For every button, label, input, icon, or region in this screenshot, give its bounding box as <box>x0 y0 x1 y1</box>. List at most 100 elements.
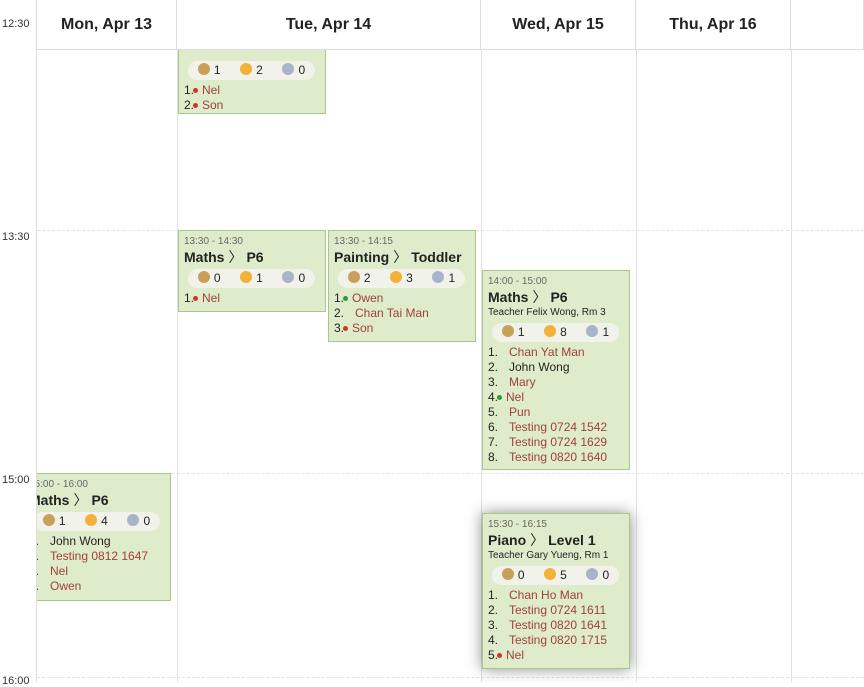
count-icon <box>197 63 210 75</box>
count-group: 0 <box>501 568 525 583</box>
student-number: 1. <box>37 534 50 549</box>
event-teacher: Teacher Felix Wong, Rm 3 <box>488 307 606 318</box>
student-row[interactable]: 4.Owen <box>37 579 165 594</box>
count-icon <box>347 271 360 283</box>
event-card[interactable]: 13:30 - 14:30 Maths 〉 P6 0 1 0 1. Nel <box>178 230 326 312</box>
student-number: 6. <box>488 420 499 434</box>
status-dot <box>193 102 198 108</box>
count-icon <box>282 271 295 283</box>
count-icon <box>127 514 140 526</box>
student-row[interactable]: 8. Testing 0820 1640 <box>488 450 624 465</box>
day-column <box>791 50 864 682</box>
student-row[interactable]: 5. Nel <box>488 648 624 663</box>
count-group: 3 <box>390 271 413 286</box>
event-title: Maths〉P6 <box>184 248 320 266</box>
student-row[interactable]: 1. Nel <box>184 83 320 98</box>
student-number: 5. <box>488 648 499 662</box>
student-row[interactable]: 2.Testing 0812 1647 <box>37 549 165 564</box>
time-column <box>0 0 37 682</box>
student-row[interactable]: 1. Chan Ho Man <box>488 588 624 603</box>
student-number: 1. <box>334 291 345 305</box>
status-dot <box>193 295 198 301</box>
count-icon <box>544 325 557 337</box>
count-value: 1 <box>602 325 610 339</box>
student-row[interactable]: 2. Son <box>184 98 320 113</box>
count-group: 2 <box>347 271 371 286</box>
count-value: 4 <box>101 514 108 528</box>
student-name: Owen <box>352 291 384 305</box>
student-name: John Wong <box>50 534 111 548</box>
student-name: Chan Yat Man <box>509 345 585 359</box>
student-number: 2. <box>184 98 195 112</box>
event-card[interactable]: 1 2 0 1. Nel 2. Son <box>178 40 326 114</box>
student-row[interactable]: 1.John Wong <box>37 534 165 549</box>
course-name: Maths <box>37 492 70 508</box>
student-number: 1. <box>488 345 499 359</box>
student-name: Testing 0724 1542 <box>509 420 608 434</box>
count-value: 1 <box>256 271 263 285</box>
count-value: 0 <box>602 568 610 582</box>
student-row[interactable]: 1. Owen <box>334 291 470 306</box>
time-label: 16:00 <box>2 675 30 687</box>
student-row[interactable]: 6. Testing 0724 1542 <box>488 420 624 435</box>
student-number: 2. <box>37 549 50 564</box>
student-name: Nel <box>202 83 221 97</box>
count-value: 1 <box>213 63 221 77</box>
counts-pill: 0 1 0 <box>188 269 315 288</box>
day-header: Tue, Apr 14 <box>177 0 481 50</box>
counts-pill: 0 5 0 <box>492 566 619 585</box>
student-number: 7. <box>488 435 499 449</box>
event-time: 13:30 - 14:15 <box>334 236 393 247</box>
status-dot <box>497 394 502 400</box>
separator: 〉 <box>530 532 545 548</box>
student-row[interactable]: 3. Testing 0820 1641 <box>488 618 624 633</box>
student-row[interactable]: 4. Nel <box>488 390 624 405</box>
count-group: 1 <box>586 325 609 340</box>
count-group: 1 <box>42 514 66 529</box>
event-time: 14:00 - 15:00 <box>488 276 547 287</box>
student-row[interactable]: 1. Nel <box>184 291 320 306</box>
student-number: 1. <box>488 588 499 602</box>
course-name: Painting <box>334 249 390 265</box>
student-row[interactable]: 3.Nel <box>37 564 165 579</box>
count-value: 1 <box>448 271 456 285</box>
event-card[interactable]: 13:30 - 14:15 Painting 〉 Toddler 2 3 1 1. Owen 2.… <box>328 230 476 342</box>
student-name: Nel <box>506 390 525 404</box>
count-group: 4 <box>85 514 108 529</box>
count-group: 1 <box>501 325 525 340</box>
day-header: Mon, Apr 13 <box>37 0 177 50</box>
time-label: 13:30 <box>2 231 30 243</box>
counts-pill: 1 8 1 <box>492 323 619 342</box>
student-row[interactable]: 5. Pun <box>488 405 624 420</box>
student-name: Testing 0724 1629 <box>509 435 608 449</box>
student-row[interactable]: 7. Testing 0724 1629 <box>488 435 624 450</box>
student-row[interactable]: 4. Testing 0820 1715 <box>488 633 624 648</box>
student-row[interactable]: 2. John Wong <box>488 360 624 375</box>
event-time: 15:30 - 16:15 <box>488 519 547 530</box>
student-name: Mary <box>509 375 536 389</box>
count-icon <box>85 514 98 526</box>
level-name: Toddler <box>411 249 462 265</box>
count-icon <box>586 325 599 337</box>
student-row[interactable]: 2. Testing 0724 1611 <box>488 603 624 618</box>
student-row[interactable]: 1. Chan Yat Man <box>488 345 624 360</box>
event-card[interactable]: 14:00 - 15:00 Maths 〉 P6 Teacher Felix Wong,… <box>482 270 630 470</box>
counts-pill: 1 4 0 <box>37 512 160 531</box>
event-card[interactable]: 15:30 - 16:15 Piano 〉 Level 1 Teacher Gary Y… <box>482 513 630 669</box>
count-group: 1 <box>432 271 455 286</box>
student-number: 4. <box>488 390 499 404</box>
student-row[interactable]: 2. Chan Tai Man <box>334 306 470 321</box>
student-number: 3. <box>37 564 50 579</box>
count-icon <box>390 271 403 283</box>
count-value: 0 <box>143 514 151 528</box>
count-group: 1 <box>197 63 221 78</box>
time-label: 12:30 <box>2 18 30 30</box>
student-name: Testing 0812 1647 <box>50 549 149 563</box>
student-row[interactable]: 3. Son <box>334 321 470 336</box>
count-group: 0 <box>127 514 150 529</box>
student-row[interactable]: 3. Mary <box>488 375 624 390</box>
count-value: 1 <box>58 514 66 528</box>
separator: 〉 <box>393 249 408 265</box>
student-name: John Wong <box>509 360 570 374</box>
